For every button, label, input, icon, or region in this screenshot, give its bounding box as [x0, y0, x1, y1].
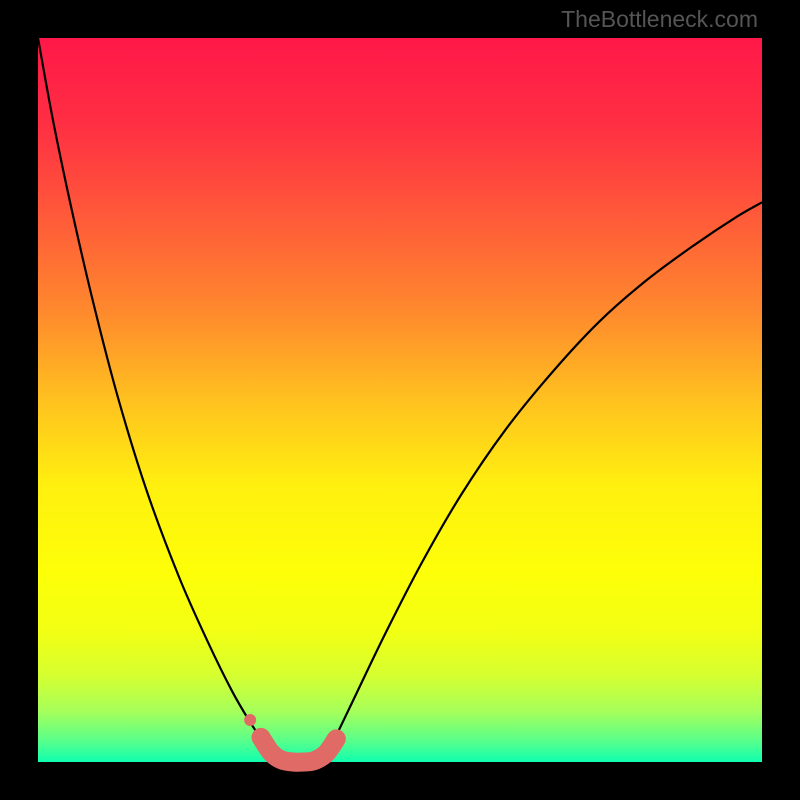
- optimal-range-dot: [244, 714, 256, 726]
- plot-area: [38, 38, 762, 762]
- watermark-label: TheBottleneck.com: [561, 6, 758, 33]
- optimal-range-dots: [244, 714, 256, 726]
- bottleneck-curve-right: [322, 202, 762, 759]
- optimal-range-band: [261, 737, 336, 762]
- chart-stage: TheBottleneck.com: [0, 0, 800, 800]
- curve-layer: [38, 38, 762, 762]
- bottleneck-curve-left: [38, 38, 277, 758]
